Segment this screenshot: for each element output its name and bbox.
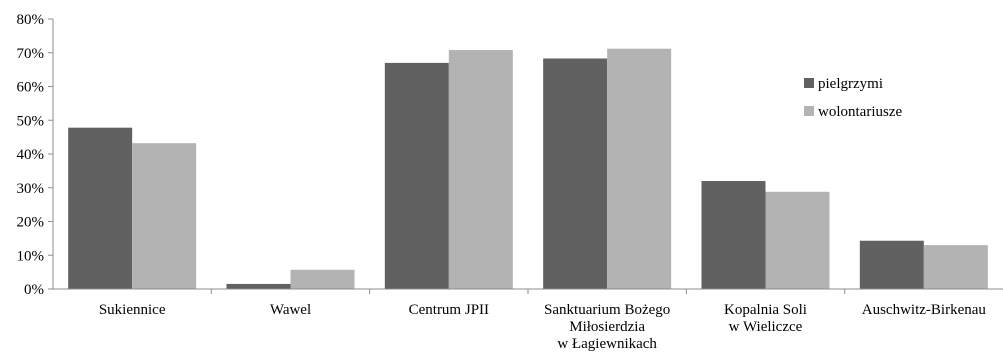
bars-layer — [68, 48, 988, 290]
legend-label-wolontariusze: wolontariusze — [818, 104, 902, 120]
labels-layer: 0% 10% 20% 30% 40% 50% 60% 70% 80% Sukiennice Wawe… — [17, 12, 987, 352]
bar-pielgrzymi-0 — [68, 127, 133, 289]
y-tick-label: 10% — [17, 248, 45, 264]
y-tick-label: 0% — [24, 282, 44, 298]
x-category-label: Auschwitz-Birkenau — [862, 302, 987, 318]
bar-pielgrzymi-5 — [859, 240, 924, 289]
x-category-label: Centrum JPII — [409, 302, 489, 318]
legend-swatch-wolontariusze — [804, 106, 814, 116]
bar-wolontariusze-1 — [290, 269, 355, 289]
y-tick-label: 40% — [17, 147, 45, 163]
y-tick-label: 20% — [17, 215, 45, 231]
x-category-label: w Łagiewnikach — [557, 336, 657, 352]
x-category-label: w Wieliczce — [729, 319, 803, 335]
bar-wolontariusze-3 — [607, 48, 672, 290]
legend: pielgrzymi wolontariusze — [804, 76, 902, 120]
bar-pielgrzymi-3 — [543, 58, 608, 289]
bar-pielgrzymi-1 — [226, 283, 291, 289]
x-category-label: Kopalnia Soli — [724, 302, 807, 318]
bar-wolontariusze-4 — [765, 191, 830, 289]
y-tick-label: 30% — [17, 181, 45, 197]
x-category-label: Sanktuarium Bożego — [544, 302, 670, 318]
axes-layer — [48, 18, 1003, 294]
y-tick-label: 70% — [17, 46, 45, 62]
bar-wolontariusze-0 — [132, 143, 197, 289]
y-tick-label: 80% — [17, 12, 45, 28]
x-category-label: Wawel — [270, 302, 311, 318]
bar-wolontariusze-5 — [923, 245, 988, 289]
bar-wolontariusze-2 — [448, 50, 513, 289]
bar-pielgrzymi-2 — [384, 62, 449, 289]
y-tick-label: 50% — [17, 113, 45, 129]
x-category-label: Sukiennice — [99, 302, 166, 318]
y-tick-label: 60% — [17, 80, 45, 96]
legend-label-pielgrzymi: pielgrzymi — [818, 76, 883, 92]
x-category-label: Miłosierdzia — [569, 319, 645, 335]
bar-pielgrzymi-4 — [701, 181, 766, 289]
legend-swatch-pielgrzymi — [804, 78, 814, 88]
